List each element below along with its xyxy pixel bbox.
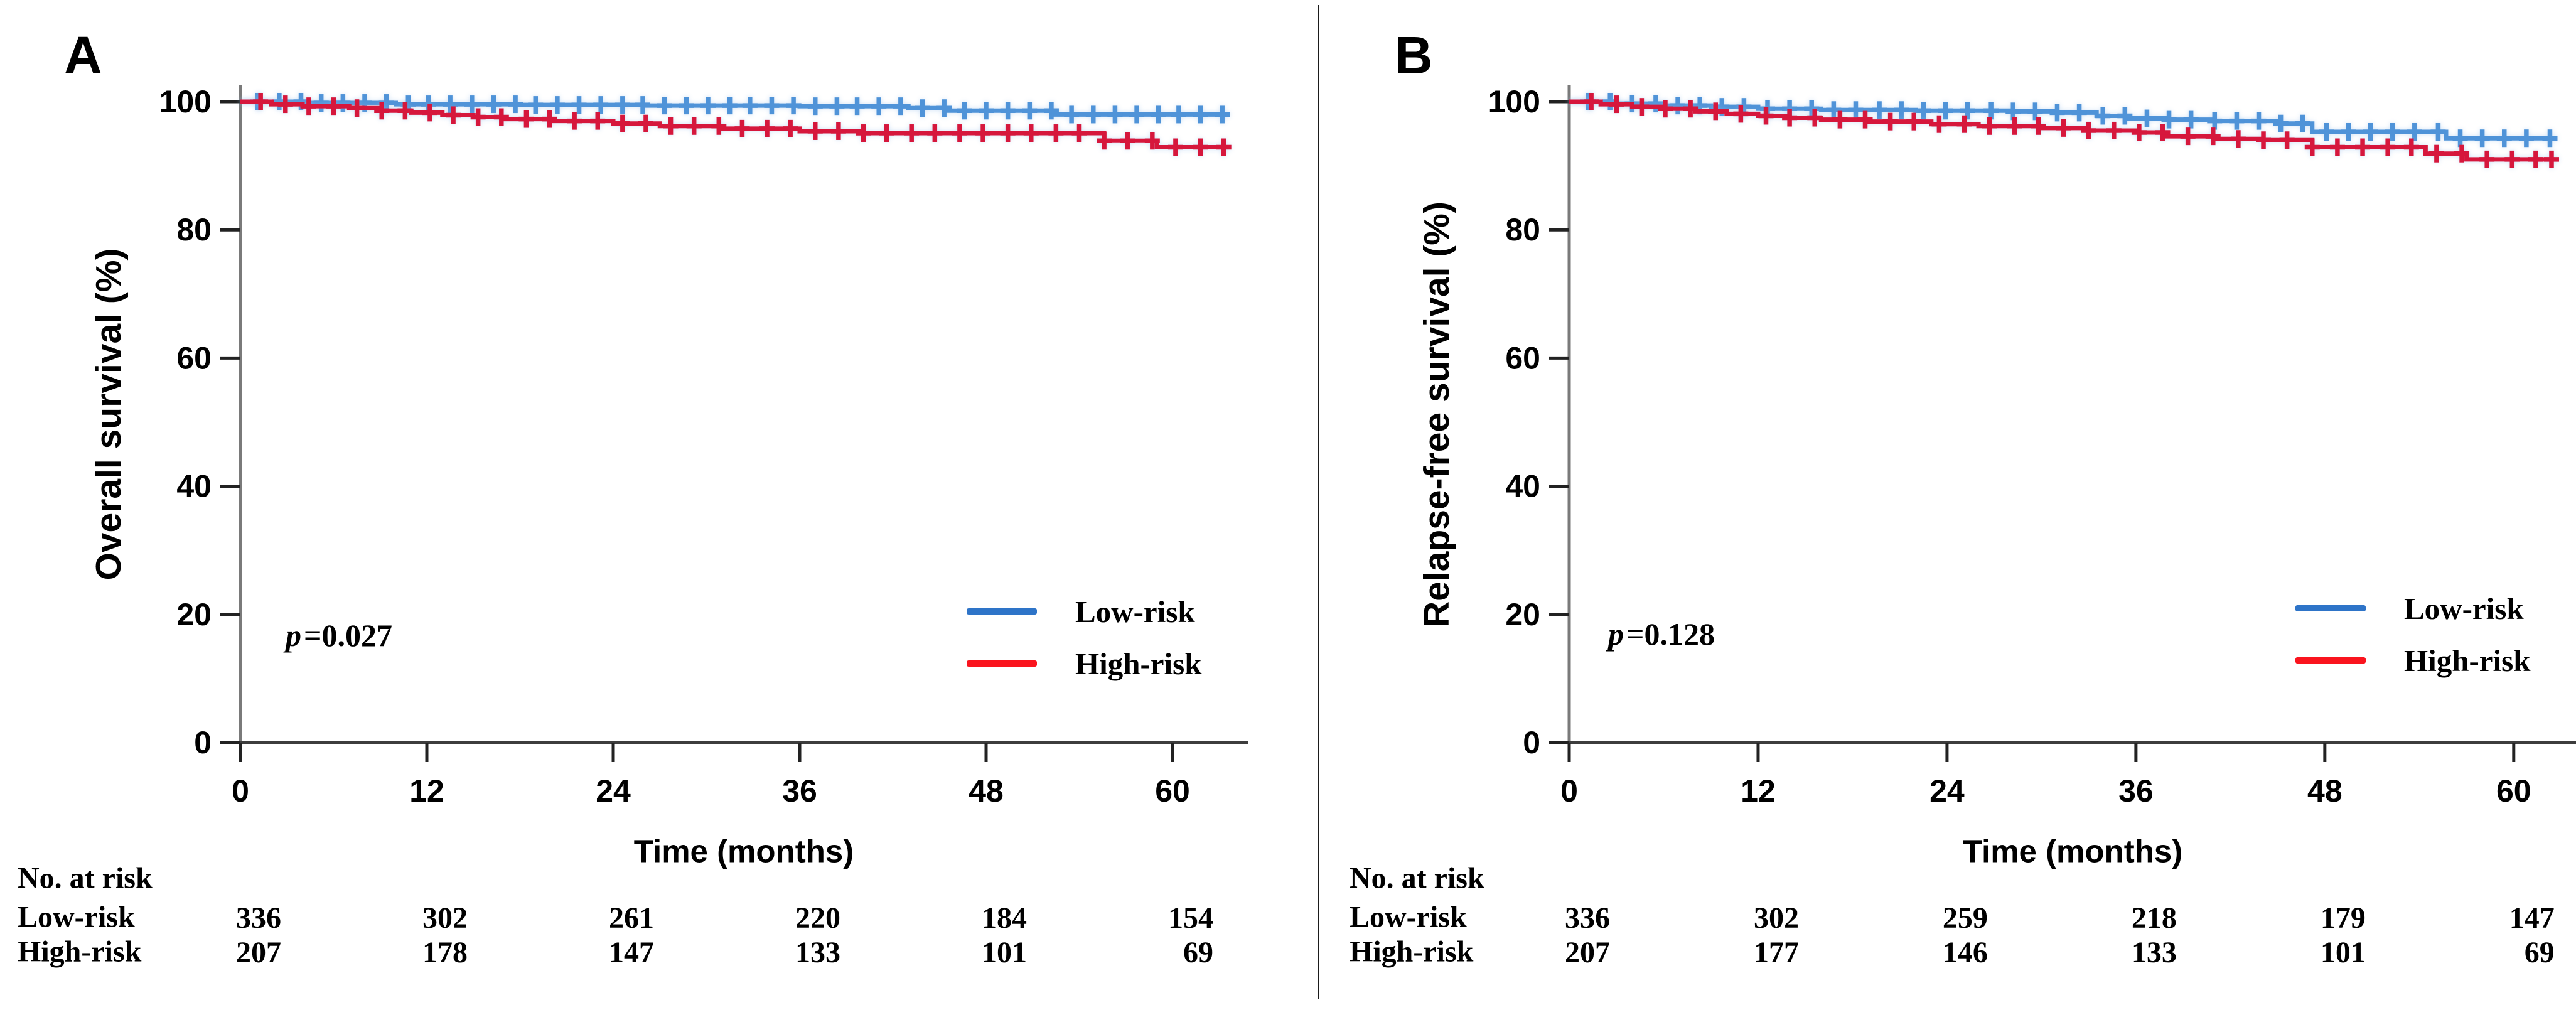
panel-b-low-risk-series [1569, 93, 2558, 148]
panel-b-legend: Low-risk High-risk [2295, 591, 2530, 678]
panel-a-plot: 0 20 40 60 80 100 0 12 24 36 48 60 336 302 261 220 184 15… [159, 84, 1248, 969]
panel-a-high-risk-series [240, 93, 1232, 156]
panel-b-risk-count: 259 [1943, 901, 1988, 935]
panel-b-low-risk-censor-marks [1580, 93, 2558, 148]
panel-b-risk-count: 146 [1943, 936, 1988, 969]
panel-a-x-axis-title: Time (months) [633, 833, 854, 869]
panel-b-x-tick-label: 0 [1560, 773, 1578, 809]
panel-a-risk-count: 133 [795, 936, 840, 969]
high-risk-line-swatch [2295, 657, 2366, 664]
panel-a-risk-count: 336 [236, 901, 281, 935]
panel-a-risk-count: 69 [1183, 936, 1213, 969]
panel-b-x-axis-title: Time (months) [1962, 833, 2183, 869]
panel-a-p-symbol: p [286, 618, 301, 653]
panel-b-risk-count: 69 [2525, 936, 2555, 969]
panel-a-risk-count: 302 [422, 901, 468, 935]
panel-b-p-symbol: p [1608, 616, 1624, 652]
panel-b-x-tick-label: 12 [1741, 773, 1776, 809]
panel-a-risk-count: 184 [982, 901, 1027, 935]
panel-b-plot: 0 20 40 60 80 100 0 12 24 36 48 60 336 302 259 218 179 14… [1488, 84, 2576, 969]
panel-b-risk-count: 179 [2321, 901, 2366, 935]
panel-a-legend-low-risk: Low-risk [967, 594, 1201, 629]
panel-a-risk-count: 220 [795, 901, 840, 935]
panel-a-y-tick-label: 80 [176, 212, 212, 247]
high-risk-line-swatch [967, 660, 1037, 667]
panel-a-p-value: p=0.027 [286, 617, 392, 653]
panel-b-risk-count: 302 [1754, 901, 1799, 935]
panel-a-risk-count: 154 [1168, 901, 1213, 935]
panel-a-risk-count: 178 [422, 936, 468, 969]
panel-a-y-tick-label: 60 [176, 340, 212, 375]
panel-b-y-tick-label: 100 [1488, 84, 1540, 119]
panel-a-x-tick-label: 60 [1155, 773, 1190, 809]
panel-b-risk-row-label-high: High-risk [1350, 935, 1474, 969]
panel-b-risk-table-numbers: 336 302 259 218 179 147 207 177 146 133 101 69 [1565, 901, 2555, 969]
panel-a-low-risk-series [240, 93, 1230, 124]
panel-a-x-tick-label: 24 [596, 773, 631, 809]
panel-a-x-tick-label: 0 [232, 773, 249, 809]
panel-a-p-number: =0.027 [304, 618, 392, 653]
panel-b-high-risk-censor-marks [1584, 93, 2559, 168]
panel-a-risk-count: 147 [609, 936, 654, 969]
panel-a-risk-count: 207 [236, 936, 281, 969]
panel-b-risk-count: 218 [2132, 901, 2177, 935]
panel-b-x-tick-label: 24 [1929, 773, 1965, 809]
panel-b-y-tick-label: 40 [1505, 469, 1540, 504]
panel-a-high-risk-censor-marks [253, 93, 1232, 156]
panel-a-legend-high-risk: High-risk [967, 646, 1201, 681]
panel-a-y-axis-title: Overall survival (%) [89, 248, 129, 581]
panel-b-risk-row-label-low: Low-risk [1350, 900, 1467, 934]
panel-b-p-number: =0.128 [1626, 616, 1715, 652]
panel-a-y-tick-label: 0 [194, 725, 212, 760]
panel-b-risk-count: 147 [2509, 901, 2555, 935]
panel-a-y-tick-label: 100 [159, 84, 212, 119]
low-risk-line-swatch [967, 608, 1037, 615]
panel-b-risk-count: 177 [1754, 936, 1799, 969]
panel-b-legend-high-risk: High-risk [2295, 643, 2530, 678]
panel-a-risk-count: 101 [982, 936, 1027, 969]
panel-b-x-tick-label: 36 [2118, 773, 2154, 809]
panel-b-label: B [1395, 26, 1434, 85]
panel-b-risk-count: 336 [1565, 901, 1610, 935]
panel-a-risk-row-label-high: High-risk [18, 935, 142, 969]
panel-b-x-tick-label: 60 [2496, 773, 2531, 809]
panel-a-low-risk-censor-marks [250, 93, 1230, 124]
panel-b-y-axis-title: Relapse-free survival (%) [1417, 202, 1457, 627]
panel-a-risk-table-header: No. at risk [18, 861, 153, 895]
panel-b-risk-count: 101 [2321, 936, 2366, 969]
panel-b-x-tick-label: 48 [2307, 773, 2343, 809]
panel-divider-line [1318, 5, 1319, 999]
panel-a-label: A [64, 26, 103, 85]
panel-b-high-risk-series [1569, 93, 2559, 168]
panel-a-x-tick-label: 12 [409, 773, 444, 809]
panel-b-risk-table-header: No. at risk [1350, 861, 1484, 895]
panel-a-y-tick-label: 40 [176, 469, 212, 504]
panel-a-risk-row-label-low: Low-risk [18, 900, 135, 934]
panel-b-legend-low-risk: Low-risk [2295, 591, 2530, 626]
panel-a-risk-table-numbers: 336 302 261 220 184 154 207 178 147 133 101 69 [236, 901, 1213, 969]
panel-a-legend: Low-risk High-risk [967, 594, 1201, 681]
high-risk-legend-label: High-risk [1075, 646, 1202, 681]
panel-a-x-tick-label: 48 [969, 773, 1004, 809]
panel-a-y-tick-label: 20 [176, 597, 212, 632]
panel-b-y-tick-label: 60 [1505, 340, 1540, 375]
panel-b-p-value: p=0.128 [1608, 616, 1715, 652]
low-risk-line-swatch [2295, 605, 2366, 611]
panel-b-y-tick-label: 80 [1505, 212, 1540, 247]
low-risk-legend-label: Low-risk [1075, 594, 1195, 629]
panel-a-x-tick-label: 36 [782, 773, 817, 809]
high-risk-legend-label: High-risk [2404, 643, 2531, 678]
panel-b-y-tick-label: 20 [1505, 597, 1540, 632]
panel-b-y-tick-label: 0 [1523, 725, 1540, 760]
low-risk-legend-label: Low-risk [2404, 591, 2524, 626]
panel-b-risk-count: 133 [2132, 936, 2177, 969]
panel-b-risk-count: 207 [1565, 936, 1610, 969]
panel-a-risk-count: 261 [609, 901, 654, 935]
